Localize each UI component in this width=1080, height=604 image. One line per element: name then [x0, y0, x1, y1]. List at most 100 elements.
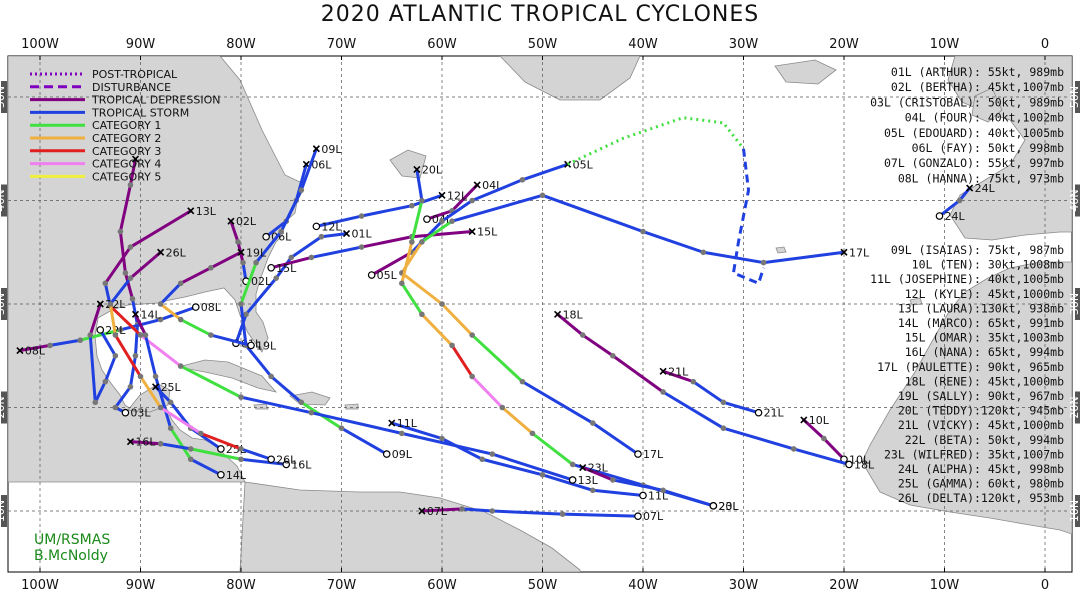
track-point	[419, 239, 425, 245]
track-segment	[179, 318, 213, 337]
storm-summary-row: 03L (CRISTOBAL): 50kt, 989mb	[870, 95, 1064, 109]
track-point	[439, 218, 445, 224]
storm-end-label: 19L	[246, 246, 267, 259]
storm-track-18L[interactable]: 18L 18L	[554, 308, 875, 471]
jamaica-land	[253, 403, 269, 410]
storm-summary-row: 23L (WILFRED): 35kt,1007mb	[884, 447, 1064, 461]
track-point	[700, 249, 707, 256]
track-segment	[319, 232, 349, 239]
track-segment	[229, 219, 240, 244]
track-segment	[128, 157, 137, 187]
storm-track-13L[interactable]: 13L 13L	[102, 205, 599, 487]
track-segment	[269, 255, 313, 270]
track-point	[243, 311, 249, 318]
track-segment	[480, 457, 544, 477]
track-segment	[641, 230, 705, 254]
storm-summary-row: 01L (ARTHUR): 55kt, 989mb	[891, 65, 1064, 79]
storm-track-02L[interactable]: 02L 02L	[227, 215, 272, 288]
credit-line: B.McNoldy	[34, 548, 108, 564]
track-point	[399, 280, 405, 287]
storm-track-20L[interactable]: 20L 20L	[399, 163, 739, 513]
dissipation-marker	[157, 248, 165, 256]
lon-tick-label: 90W	[126, 578, 156, 593]
dissipation-marker	[342, 230, 351, 238]
track-segment	[48, 338, 82, 347]
track-point	[519, 177, 526, 183]
track-segment	[822, 437, 846, 461]
storm-summary-row: 07L (GONZALO): 55kt, 997mb	[884, 156, 1064, 170]
storm-track-23L[interactable]: 23L 23L	[579, 462, 740, 513]
storm-track-24L[interactable]: 24L 24L	[935, 182, 996, 223]
storm-track-26L[interactable]: 26L 26L	[107, 246, 298, 466]
track-segment	[611, 354, 665, 394]
track-point	[157, 404, 164, 411]
storm-track-16L[interactable]: 16L 16L	[126, 436, 312, 472]
track-point	[399, 430, 405, 437]
storm-end-label: 25L	[161, 381, 182, 394]
track-segment	[420, 312, 454, 347]
track-point	[92, 399, 99, 406]
storm-end-label: 24L	[975, 182, 996, 195]
legend-label: DISTURBANCE	[92, 81, 171, 94]
lon-tick-label: 90W	[126, 37, 156, 52]
track-segment	[274, 255, 293, 280]
dissipation-marker	[554, 310, 562, 318]
storm-track-15L[interactable]: 15L 15L	[267, 226, 498, 275]
track-point	[167, 425, 174, 432]
storm-track-03L[interactable]: 03L	[112, 155, 152, 420]
storm-track-14L[interactable]: 14L 14L	[131, 308, 247, 482]
lon-tick-label: 40W	[628, 37, 658, 52]
track-point	[238, 446, 244, 452]
british-isles-land	[971, 87, 1003, 123]
storm-track-19L[interactable]: 19L 19L	[157, 246, 277, 352]
dissipation-marker	[237, 248, 245, 256]
track-segment	[470, 374, 504, 409]
track-point	[499, 404, 506, 411]
storm-track-08L[interactable]: 08L 08L	[16, 301, 222, 358]
track-segment	[18, 343, 52, 353]
track-point	[459, 506, 465, 512]
storm-start-label: 05L	[377, 269, 398, 282]
track-segment	[581, 333, 615, 358]
lat-label-bg	[1, 288, 7, 320]
storm-track-12L[interactable]: 12L 12L	[312, 189, 468, 233]
storm-summary-row: 13L (LAURA):130kt, 938mb	[898, 301, 1064, 315]
track-segment	[88, 333, 97, 404]
genesis-marker	[634, 512, 642, 520]
storm-start-label: 06L	[271, 231, 292, 244]
dissipation-marker	[966, 184, 974, 192]
storm-start-label: 03L	[130, 407, 151, 420]
track-point	[117, 327, 124, 333]
disturbance-track	[731, 148, 766, 286]
dissipation-marker	[126, 438, 135, 446]
track-point	[253, 259, 259, 266]
track-point	[469, 332, 475, 338]
track-point	[157, 316, 164, 323]
dissipation-marker	[579, 463, 587, 472]
storm-track-10L[interactable]: 10L 10L	[800, 414, 870, 466]
lon-tick-label: 0	[1041, 37, 1049, 52]
track-point	[208, 264, 214, 271]
storm-track-09L[interactable]: 09L 09L	[238, 143, 413, 461]
track-segment	[113, 333, 142, 378]
storm-summary-row: 08L (HANNA): 75kt, 973mb	[898, 171, 1064, 185]
lat-tick-label: 20N	[0, 396, 7, 418]
genesis-marker	[568, 476, 577, 484]
track-point	[529, 430, 536, 437]
storm-track-07L[interactable]: 07L 07L	[418, 505, 664, 523]
track-point	[187, 446, 194, 452]
track-point	[519, 378, 526, 385]
track-point	[152, 373, 159, 380]
storm-end-label: 16L	[135, 436, 156, 449]
track-point	[132, 352, 139, 359]
genesis-marker	[247, 341, 255, 350]
lon-tick-label: 80W	[226, 37, 256, 52]
track-segment	[130, 297, 139, 327]
genesis-marker	[262, 232, 270, 241]
storm-start-label: 21L	[764, 407, 785, 420]
storm-tracks: 01L01L02L02L03L04L04L05L05L06L06L07L07L0…	[16, 116, 996, 523]
track-segment	[128, 250, 163, 280]
storm-end-label: 18L	[563, 308, 584, 321]
storm-track-21L[interactable]: 21L 21L	[659, 365, 785, 420]
south-america-land	[239, 481, 581, 572]
